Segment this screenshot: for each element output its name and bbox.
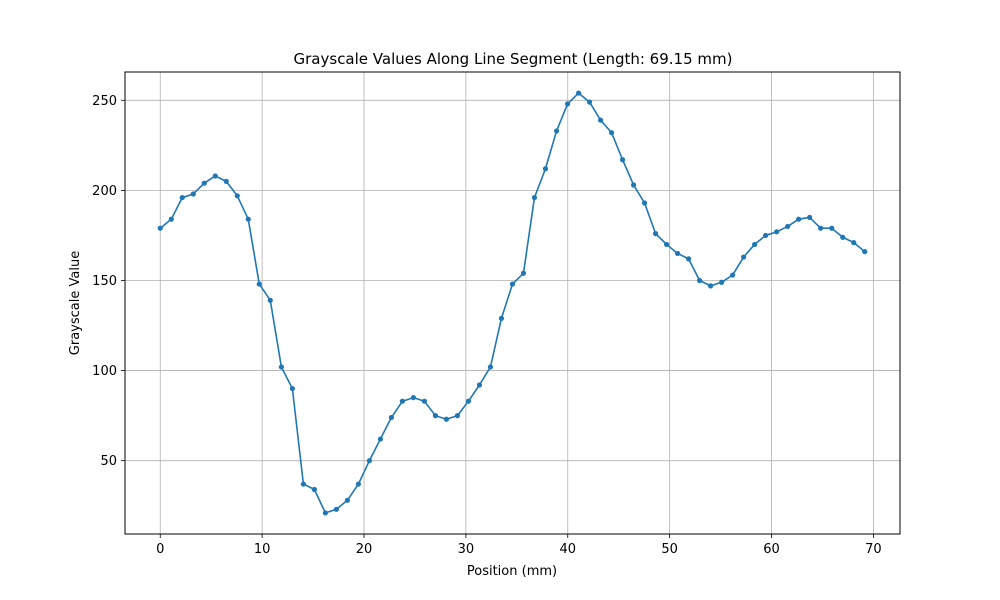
data-point bbox=[719, 279, 725, 285]
y-tick-label: 250 bbox=[92, 94, 117, 109]
data-point bbox=[652, 231, 659, 237]
data-point bbox=[421, 398, 428, 404]
data-point bbox=[432, 413, 439, 419]
data-point bbox=[509, 281, 516, 287]
data-point bbox=[829, 225, 835, 231]
data-point bbox=[300, 481, 306, 487]
data-point bbox=[212, 173, 218, 179]
data-point bbox=[663, 241, 670, 248]
data-point bbox=[201, 180, 207, 186]
x-tick-label: 0 bbox=[156, 542, 164, 557]
axis-ticks: 0 10 20 30 40 50 60 70 50 100 150 200 250 bbox=[92, 94, 882, 557]
data-point bbox=[796, 216, 802, 222]
data-point bbox=[179, 194, 185, 201]
data-point bbox=[289, 385, 295, 392]
data-point bbox=[697, 277, 703, 284]
x-axis-label: Position (mm) bbox=[467, 564, 557, 579]
x-tick-label: 30 bbox=[458, 542, 475, 557]
data-point bbox=[531, 194, 538, 201]
y-axis-label: Grayscale Value bbox=[68, 251, 83, 355]
data-point bbox=[708, 283, 714, 289]
data-point bbox=[278, 364, 284, 370]
data-point bbox=[741, 254, 747, 260]
data-point bbox=[674, 250, 681, 257]
data-point bbox=[862, 249, 868, 255]
data-point bbox=[443, 416, 450, 422]
data-point bbox=[685, 256, 692, 262]
data-point bbox=[190, 191, 196, 197]
data-point bbox=[730, 272, 736, 278]
data-point bbox=[851, 240, 857, 246]
data-point bbox=[586, 99, 593, 105]
data-point bbox=[752, 241, 758, 248]
data-point bbox=[608, 130, 615, 136]
x-tick-label: 40 bbox=[559, 542, 576, 557]
x-tick-label: 10 bbox=[254, 542, 271, 557]
data-point bbox=[840, 234, 846, 240]
x-tick-label: 70 bbox=[865, 542, 882, 557]
data-point bbox=[597, 117, 604, 123]
data-point bbox=[818, 225, 824, 231]
plot-frame bbox=[124, 71, 901, 535]
data-point bbox=[807, 214, 813, 221]
data-point bbox=[234, 193, 240, 199]
data-point bbox=[476, 382, 483, 388]
data-point bbox=[399, 398, 406, 404]
data-point bbox=[366, 458, 373, 464]
data-point bbox=[245, 216, 251, 222]
y-tick-label: 200 bbox=[92, 184, 117, 199]
x-tick-label: 50 bbox=[661, 542, 678, 557]
data-point bbox=[157, 225, 163, 231]
data-point bbox=[454, 413, 461, 419]
data-point bbox=[553, 128, 560, 134]
x-tick-label: 20 bbox=[356, 542, 373, 557]
data-point bbox=[267, 297, 273, 303]
data-point bbox=[763, 232, 769, 239]
data-point bbox=[641, 200, 648, 206]
data-point bbox=[168, 216, 174, 222]
data-point bbox=[630, 182, 637, 188]
y-tick-label: 50 bbox=[100, 454, 117, 469]
chart-title: Grayscale Values Along Line Segment (Len… bbox=[294, 50, 733, 68]
data-point bbox=[355, 481, 362, 487]
data-point bbox=[344, 497, 351, 503]
data-point bbox=[333, 506, 340, 512]
data-point bbox=[520, 270, 527, 276]
data-series bbox=[157, 90, 868, 516]
y-tick-label: 150 bbox=[92, 274, 117, 289]
data-point bbox=[785, 223, 791, 230]
data-point bbox=[619, 157, 626, 163]
y-tick-label: 100 bbox=[92, 364, 117, 379]
data-point bbox=[487, 364, 494, 370]
data-point bbox=[564, 101, 571, 107]
data-point bbox=[542, 166, 549, 172]
data-point bbox=[223, 178, 229, 184]
data-point bbox=[774, 229, 780, 235]
data-point bbox=[311, 486, 317, 493]
data-point bbox=[465, 398, 472, 404]
data-point bbox=[575, 90, 582, 96]
grid bbox=[125, 72, 900, 534]
data-point bbox=[377, 436, 384, 442]
data-point bbox=[388, 414, 395, 421]
data-point bbox=[322, 510, 328, 516]
data-point bbox=[498, 315, 505, 321]
data-point bbox=[256, 281, 262, 287]
x-tick-label: 60 bbox=[763, 542, 780, 557]
data-point bbox=[410, 394, 417, 401]
